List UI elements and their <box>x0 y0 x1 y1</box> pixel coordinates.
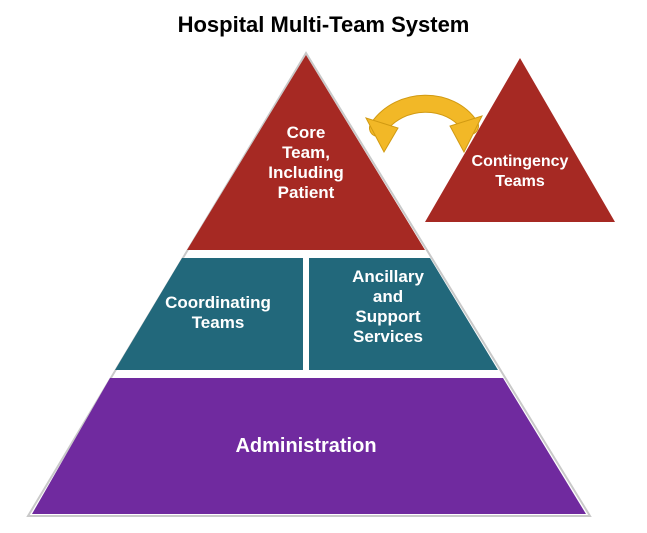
pyramid-label-bottom: Administration <box>235 435 376 457</box>
diagram-title: Hospital Multi-Team System <box>0 0 647 38</box>
diagram-canvas: CoreTeam,IncludingPatientCoordinatingTea… <box>0 38 647 531</box>
contingency-triangle <box>425 58 615 222</box>
pyramid-label-middle_right: AncillaryandSupportServices <box>352 267 424 346</box>
